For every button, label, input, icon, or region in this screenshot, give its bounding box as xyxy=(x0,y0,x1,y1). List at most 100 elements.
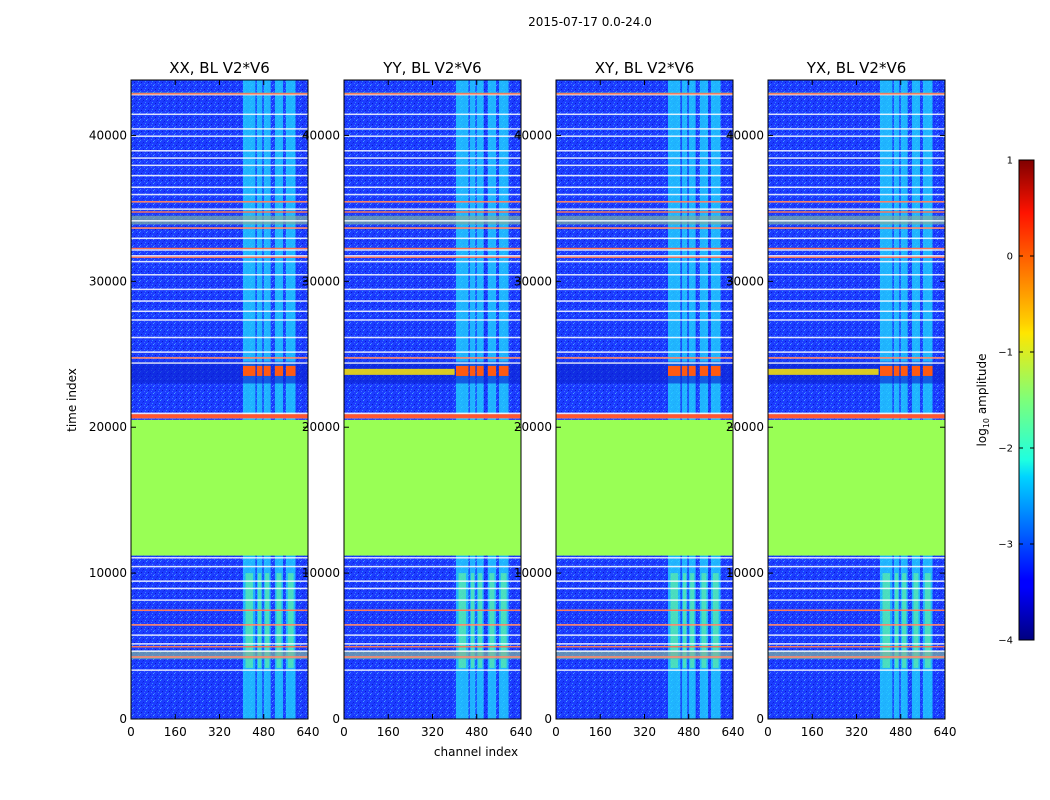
gap-line xyxy=(556,157,733,159)
flag-line xyxy=(556,609,733,611)
gap-line xyxy=(131,565,308,568)
gap-line xyxy=(768,650,945,652)
flag-line xyxy=(344,656,521,658)
y-tick-label: 30000 xyxy=(514,274,552,288)
panel-title: XX, BL V2*V6 xyxy=(169,59,270,77)
gap-line xyxy=(556,310,733,313)
gap-line xyxy=(131,208,308,210)
gap-line xyxy=(556,565,733,568)
gap-line xyxy=(768,220,945,222)
y-tick-label: 40000 xyxy=(302,128,340,142)
channel-band xyxy=(880,80,893,719)
gap-line xyxy=(131,193,308,196)
channel-band-highlight xyxy=(682,573,687,668)
gap-line xyxy=(344,186,521,188)
channel-band-highlight xyxy=(690,573,695,668)
flag-line xyxy=(344,609,521,611)
gap-line xyxy=(344,157,521,159)
colorbar-tick-label: 0 xyxy=(1007,252,1013,263)
flag-line xyxy=(344,256,521,258)
event-hot xyxy=(285,365,296,376)
gap-line xyxy=(768,643,945,645)
channel-band-highlight xyxy=(701,573,707,668)
channel-band xyxy=(243,80,256,719)
channel-band xyxy=(498,80,509,719)
gap-line xyxy=(556,260,733,263)
gap-line xyxy=(768,634,945,636)
flag-line xyxy=(556,201,733,203)
flag-line xyxy=(131,624,308,626)
flag-line xyxy=(344,201,521,203)
y-tick-label: 10000 xyxy=(726,566,764,580)
gap-line xyxy=(131,634,308,636)
flag-line xyxy=(556,93,733,95)
gap-line xyxy=(344,300,521,302)
flag-line xyxy=(768,211,945,213)
hatch-band xyxy=(556,650,733,660)
flag-line xyxy=(556,256,733,258)
x-tick-label: 320 xyxy=(421,725,444,739)
event-hot xyxy=(681,365,688,376)
y-tick-label: 10000 xyxy=(514,566,552,580)
gap-line xyxy=(131,650,308,652)
flag-line xyxy=(556,211,733,213)
flag-line xyxy=(768,357,945,359)
gap-line xyxy=(556,255,733,257)
gap-line xyxy=(131,310,308,313)
gap-line xyxy=(131,220,308,222)
gap-line xyxy=(131,557,308,559)
gap-line xyxy=(131,300,308,302)
channel-band xyxy=(681,80,688,719)
flag-line-thick xyxy=(768,414,945,418)
gap-line xyxy=(131,288,308,291)
gap-line xyxy=(344,599,521,601)
channel-band-highlight xyxy=(458,573,466,668)
gap-line xyxy=(131,237,308,240)
gap-line xyxy=(768,260,945,263)
hatch-band xyxy=(344,650,521,660)
x-tick-label: 480 xyxy=(252,725,275,739)
flag-line xyxy=(768,247,945,250)
gap-line xyxy=(344,634,521,636)
gap-line xyxy=(131,412,308,415)
channel-band xyxy=(922,80,933,719)
event-hot xyxy=(469,365,476,376)
flag-line xyxy=(556,624,733,626)
flag-line xyxy=(768,609,945,611)
colorbar-label: log10 amplitude xyxy=(975,354,991,447)
gap-line xyxy=(556,336,733,339)
flag-line xyxy=(131,201,308,203)
x-tick-label: 0 xyxy=(552,725,560,739)
gap-line xyxy=(768,128,945,130)
channel-band xyxy=(263,80,271,719)
flag-line xyxy=(344,357,521,359)
gap-line xyxy=(768,193,945,196)
channel-band xyxy=(285,80,296,719)
gap-line xyxy=(768,186,945,188)
event-hot xyxy=(256,365,263,376)
colorbar: 10−1−2−3−4 log10 amplitude xyxy=(975,156,1035,647)
colorbar-ticks: 1 0 −1 −2 −3 −4 xyxy=(998,156,1034,647)
channel-band-highlight xyxy=(712,573,719,668)
channel-band xyxy=(256,80,263,719)
gap-line xyxy=(131,157,308,159)
gap-line xyxy=(344,255,521,257)
gap-line xyxy=(344,249,521,251)
colorbar-label-main: log xyxy=(975,428,989,446)
y-tick-label: 20000 xyxy=(89,420,127,434)
flag-line xyxy=(768,414,945,416)
flag-line-thick xyxy=(344,414,521,418)
flag-line xyxy=(768,624,945,626)
gap-line xyxy=(131,587,308,590)
flag-line xyxy=(344,211,521,213)
gap-line xyxy=(556,650,733,652)
gap-line xyxy=(768,565,945,568)
gap-line xyxy=(344,557,521,559)
event-hot xyxy=(274,365,284,376)
channel-band-highlight xyxy=(478,573,483,668)
x-tick-label: 320 xyxy=(633,725,656,739)
x-tick-label: 480 xyxy=(677,725,700,739)
gap-line xyxy=(768,113,945,116)
flagged-block xyxy=(768,419,945,556)
gap-line xyxy=(768,174,945,177)
